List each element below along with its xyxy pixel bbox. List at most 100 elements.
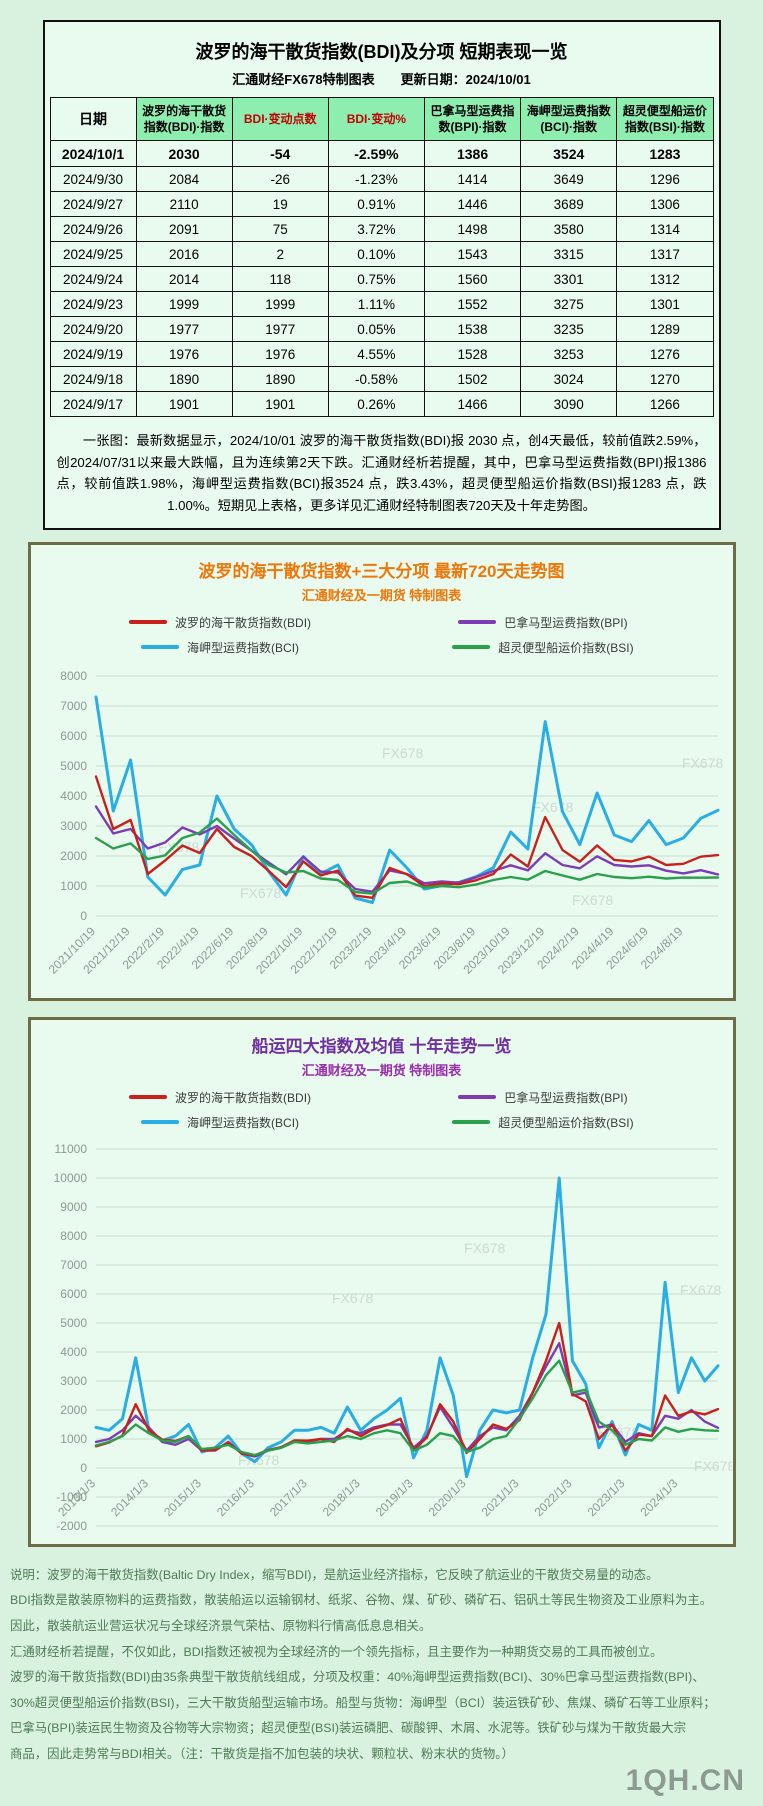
legend-swatch <box>458 1095 497 1100</box>
series-line-3 <box>94 817 719 895</box>
legend-label: 波罗的海干散货指数(BDI) <box>175 615 312 630</box>
legend-item: 巴拿马型运费指数(BPI) <box>382 1089 705 1106</box>
table-cell: -1.23% <box>327 166 425 193</box>
table-cell: 75 <box>231 216 329 243</box>
legend-swatch <box>452 1120 491 1125</box>
table-cell: 1270 <box>616 366 714 393</box>
table-cell: 2030 <box>135 140 233 168</box>
bdi-table: 日期 波罗的海干散货指数(BDI)·指数 BDI·变动点数 BDI·变动% 巴拿马型运费… <box>49 96 714 418</box>
svg-text:2021/1/3: 2021/1/3 <box>478 1476 521 1519</box>
table-cell: 1890 <box>231 366 329 393</box>
table-cell: 1976 <box>135 341 233 368</box>
table-cell: 3253 <box>520 341 618 368</box>
table-cell: 1901 <box>135 391 233 418</box>
svg-text:6000: 6000 <box>60 729 87 743</box>
table-cell: 3524 <box>520 140 618 168</box>
table-row: 2024/10/1 2030 -54 -2.59% 1386 3524 1283 <box>49 140 714 168</box>
svg-text:8000: 8000 <box>60 1229 87 1243</box>
table-subtitle-source: 汇通财经FX678特制图表 <box>232 72 375 87</box>
table-cell: 118 <box>231 266 329 293</box>
table-row: 2024/9/24 2014 118 0.75% 1560 3301 1312 <box>49 266 714 293</box>
table-cell: 3024 <box>520 366 618 393</box>
svg-text:2023/1/3: 2023/1/3 <box>584 1476 627 1519</box>
table-row: 2024/9/27 2110 19 0.91% 1446 3689 1306 <box>49 191 714 218</box>
table-subtitle-update: 更新日期：2024/10/01 <box>400 72 531 87</box>
table-cell: -54 <box>231 140 329 168</box>
table-cell: 1528 <box>423 341 522 368</box>
svg-text:2000: 2000 <box>60 849 87 863</box>
table-cell: 3235 <box>520 316 618 343</box>
svg-text:1000: 1000 <box>60 1432 87 1446</box>
chart-720-card: 波罗的海干散货指数+三大分项 最新720天走势图 汇通财经及一期货 特制图表 波… <box>27 541 736 1001</box>
table-cell: 3689 <box>520 191 618 218</box>
legend-item: 波罗的海干散货指数(BDI) <box>59 1089 382 1106</box>
svg-text:8000: 8000 <box>60 669 87 683</box>
table-cell: 3649 <box>520 166 618 193</box>
chart-10y-subtitle: 汇通财经及一期货 特制图表 <box>301 1062 462 1078</box>
series-line-2 <box>94 695 719 904</box>
footer-line-0: 说明：波罗的海干散货指数(Baltic Dry Index，缩写BDI)，是航运… <box>10 1567 659 1582</box>
table-cell: 3.72% <box>327 216 425 243</box>
table-row: 2024/9/25 2016 2 0.10% 1543 3315 1317 <box>49 241 714 268</box>
svg-text:FX678: FX678 <box>532 799 573 815</box>
table-cell: 0.10% <box>327 241 425 268</box>
table-cell: 1314 <box>616 216 714 243</box>
chart-10y-plot: 1100010000900080007000600050004000300020… <box>53 1142 731 1533</box>
table-cell: 1498 <box>423 216 522 243</box>
table-cell: 4.55% <box>327 341 425 368</box>
column-header-0: 日期 <box>49 96 137 142</box>
table-cell: 1386 <box>423 140 522 168</box>
svg-text:2017/1/3: 2017/1/3 <box>266 1476 309 1519</box>
legend-item: 海岬型运费指数(BCI) <box>59 639 382 656</box>
table-row: 2024/9/19 1976 1976 4.55% 1528 3253 1276 <box>49 341 714 368</box>
table-cell: -2.59% <box>327 140 425 168</box>
chart-10y-card: 船运四大指数及均值 十年走势一览 汇通财经及一期货 特制图表 波罗的海干散货指数… <box>27 1016 736 1547</box>
legend-swatch <box>129 1095 168 1100</box>
svg-text:5000: 5000 <box>60 759 87 773</box>
chart-720-subtitle: 汇通财经及一期货 特制图表 <box>301 587 462 603</box>
svg-text:2020/1/3: 2020/1/3 <box>425 1476 468 1519</box>
table-cell: 2024/9/23 <box>49 291 137 318</box>
svg-text:FX678: FX678 <box>680 1282 721 1298</box>
y-axis-labels: 1100010000900080007000600050004000300020… <box>53 1142 87 1533</box>
svg-text:2016/1/3: 2016/1/3 <box>213 1476 256 1519</box>
table-note: 一张图：最新数据显示，2024/10/01 波罗的海干散货指数(BDI)报 20… <box>56 433 707 513</box>
svg-text:0: 0 <box>80 1461 87 1475</box>
svg-text:0: 0 <box>80 909 87 923</box>
svg-text:2024/1/3: 2024/1/3 <box>637 1476 680 1519</box>
legend-label: 海岬型运费指数(BCI) <box>187 1115 300 1130</box>
table-cell: 1414 <box>423 166 522 193</box>
table-cell: 3090 <box>520 391 618 418</box>
table-cell: 3315 <box>520 241 618 268</box>
table-cell: 1999 <box>135 291 233 318</box>
series-line-3 <box>94 1359 719 1457</box>
column-header-1: 波罗的海干散货指数(BDI)·指数 <box>135 96 233 142</box>
svg-text:7000: 7000 <box>60 699 87 713</box>
table-body: 2024/10/1 2030 -54 -2.59% 1386 3524 1283 2024/9… <box>49 140 714 418</box>
table-cell: 2 <box>231 241 329 268</box>
chart-720-plot: 8000 7000 6000 5000 4000 3000 2000 1000 0 FX678 FX… <box>45 669 723 977</box>
table-cell: -26 <box>231 166 329 193</box>
chart-720-legend: 波罗的海干散货指数(BDI) 巴拿马型运费指数(BPI) 海岬型运费指数(BCI) 超… <box>31 610 733 660</box>
table-cell: 0.26% <box>327 391 425 418</box>
table-cell: 1276 <box>616 341 714 368</box>
table-cell: 1289 <box>616 316 714 343</box>
table-cell: 2016 <box>135 241 233 268</box>
x-axis-labels: 2021/10/192021/12/192022/2/192022/4/1920… <box>45 924 685 977</box>
legend-label: 超灵便型船运价指数(BSI) <box>498 1115 634 1130</box>
table-header-row: 日期 波罗的海干散货指数(BDI)·指数 BDI·变动点数 BDI·变动% 巴拿马型运费… <box>49 96 714 142</box>
table-cell: 3580 <box>520 216 618 243</box>
table-row: 2024/9/17 1901 1901 0.26% 1466 3090 1266 <box>49 391 714 418</box>
table-cell: 0.05% <box>327 316 425 343</box>
table-cell: 1.11% <box>327 291 425 318</box>
svg-text:2000: 2000 <box>60 1403 87 1417</box>
svg-text:FX678: FX678 <box>464 1240 505 1256</box>
table-title: 波罗的海干散货指数(BDI)及分项 短期表现一览 <box>195 42 568 62</box>
footer-line-1: BDI指数是散装原物料的运费指数，散装船运以运输钢材、纸浆、谷物、煤、矿砂、磷矿… <box>10 1593 713 1608</box>
svg-text:4000: 4000 <box>60 1345 87 1359</box>
legend-label: 超灵便型船运价指数(BSI) <box>498 640 634 655</box>
table-cell: 19 <box>231 191 329 218</box>
table-cell: 1543 <box>423 241 522 268</box>
table-cell: 1538 <box>423 316 522 343</box>
